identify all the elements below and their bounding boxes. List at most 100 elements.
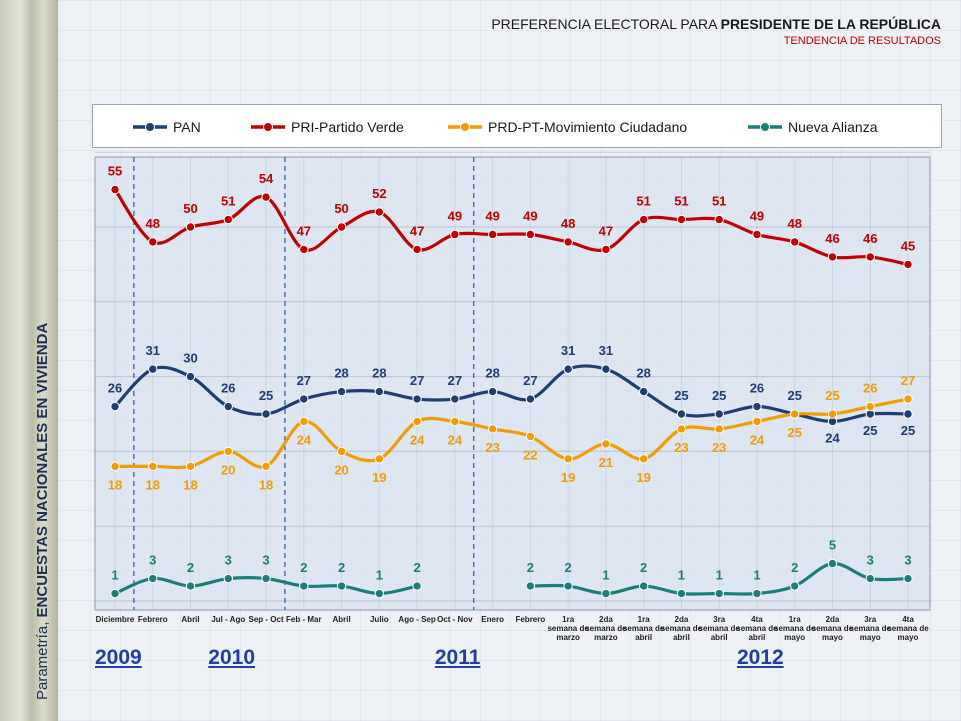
data-point: [827, 409, 838, 419]
data-label: 48: [146, 216, 160, 231]
data-label: 45: [901, 238, 915, 253]
data-point: [261, 461, 271, 472]
data-label: 3: [262, 553, 269, 568]
data-point: [450, 394, 460, 404]
data-point: [374, 207, 385, 217]
data-label: 25: [674, 388, 688, 403]
data-label: 49: [485, 208, 499, 223]
data-label: 3: [149, 553, 156, 568]
series-line: [113, 397, 910, 470]
data-label: 3: [867, 553, 874, 568]
data-label: 25: [712, 388, 726, 403]
data-point: [601, 588, 611, 599]
data-point: [374, 588, 385, 599]
x-tick-label: Febrero: [515, 615, 545, 624]
data-label: 24: [297, 432, 312, 447]
data-point: [110, 461, 120, 472]
data-point: [525, 581, 536, 591]
data-label: 27: [297, 373, 311, 388]
data-label: 20: [221, 462, 235, 477]
data-label: 49: [523, 208, 537, 223]
x-tick-label: 1ra semana de mayo: [774, 615, 816, 642]
data-point: [110, 184, 120, 195]
data-point: [336, 581, 347, 591]
data-label: 22: [523, 447, 537, 462]
data-label: 26: [221, 381, 235, 396]
x-tick-label: Feb - Mar: [286, 615, 322, 624]
x-tick-label: Febrero: [138, 615, 168, 624]
data-point: [563, 364, 573, 374]
legend-marker: [145, 122, 155, 132]
data-label: 52: [372, 186, 386, 201]
x-tick-label: Jul - Ago: [211, 615, 245, 624]
data-point: [865, 252, 875, 262]
data-label: 25: [787, 425, 801, 440]
data-point: [148, 364, 158, 374]
data-label: 5: [829, 538, 836, 553]
data-point: [638, 581, 649, 591]
data-label: 47: [410, 223, 424, 238]
data-label: 49: [448, 208, 462, 223]
data-point: [450, 229, 460, 240]
data-point: [336, 222, 347, 232]
data-point: [903, 259, 913, 270]
data-label: 19: [561, 470, 575, 485]
x-tick-label: 4ta semana de abril: [736, 615, 778, 642]
data-label: 51: [636, 194, 650, 209]
data-point: [865, 401, 875, 412]
data-label: 23: [674, 440, 688, 455]
data-point: [676, 214, 687, 225]
data-label: 26: [108, 381, 122, 396]
data-point: [299, 581, 309, 591]
data-label: 51: [674, 194, 688, 209]
year-label: 2012: [736, 646, 784, 669]
data-label: 25: [259, 388, 273, 403]
data-point: [185, 222, 196, 232]
data-point: [752, 229, 762, 240]
data-point: [336, 446, 347, 457]
data-label: 28: [334, 366, 348, 381]
data-label: 20: [334, 462, 348, 477]
chart-title-bold: PRESIDENTE DE LA REPÚBLICA: [720, 16, 941, 32]
data-label: 24: [410, 432, 425, 447]
data-point: [412, 244, 422, 255]
data-point: [525, 431, 536, 442]
data-label: 19: [372, 470, 386, 485]
data-label: 24: [825, 430, 840, 445]
data-label: 18: [146, 477, 160, 492]
data-label: 2: [338, 560, 345, 575]
year-label: 2011: [434, 646, 481, 669]
data-point: [223, 401, 233, 412]
data-label: 2: [565, 560, 572, 575]
x-tick-label: Abril: [332, 615, 350, 624]
data-point: [563, 454, 573, 464]
data-point: [299, 244, 309, 255]
data-label: 47: [599, 223, 613, 238]
x-tick-label: 2da semana de marzo: [585, 615, 627, 642]
data-point: [676, 424, 687, 434]
data-point: [676, 588, 687, 599]
x-tick-label: Abril: [181, 615, 199, 624]
data-label: 3: [225, 553, 232, 568]
data-point: [336, 386, 347, 397]
data-point: [714, 424, 724, 434]
data-point: [223, 446, 233, 457]
x-tick-label: 1ra semana de abril: [623, 615, 665, 642]
legend-marker: [760, 122, 770, 132]
data-point: [525, 229, 536, 240]
data-label: 2: [791, 560, 798, 575]
data-point: [601, 244, 611, 255]
data-point: [827, 558, 838, 569]
data-label: 18: [259, 477, 273, 492]
data-label: 50: [334, 201, 348, 216]
data-point: [790, 581, 800, 591]
legend-label: PAN: [173, 119, 201, 135]
series-line: [113, 188, 910, 266]
legend-svg: PAN PRI-Partido Verde PRD-PT-Movimiento Ci…: [133, 119, 878, 135]
x-tick-label: Diciembre: [96, 615, 135, 624]
data-point: [714, 409, 724, 419]
data-label: 24: [750, 432, 765, 447]
data-label: 25: [863, 423, 877, 438]
data-label: 55: [108, 164, 122, 179]
